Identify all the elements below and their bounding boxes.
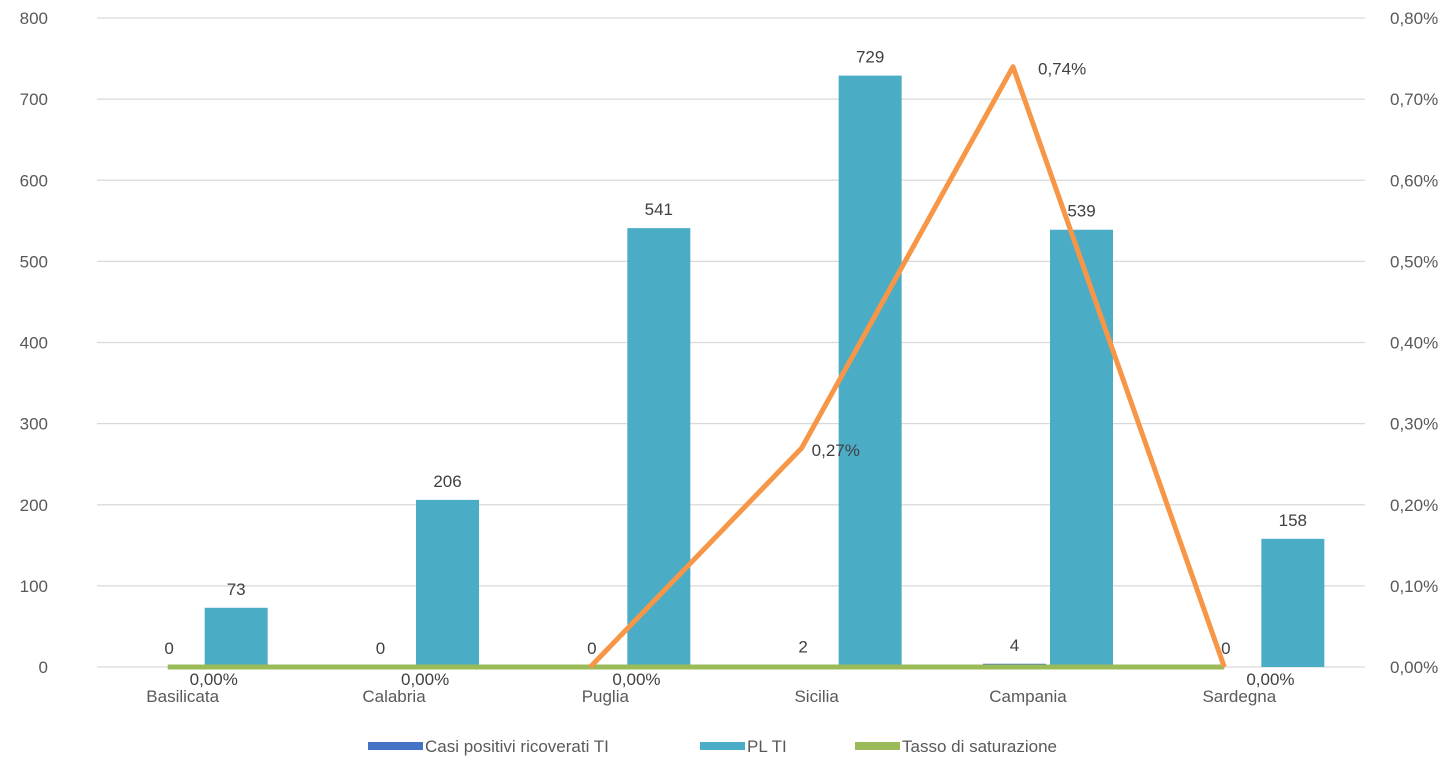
y-right-tick-label: 0,60% [1390, 171, 1438, 190]
y-left-tick-label: 800 [20, 9, 48, 28]
category-label: Campania [989, 687, 1067, 706]
bar-puglia [627, 228, 691, 667]
legend-swatch [855, 742, 900, 750]
series-line [588, 64, 1227, 669]
bar-sardegna [1261, 538, 1325, 667]
bar-campania [1050, 229, 1113, 667]
bar-data-label: 0 [587, 639, 596, 658]
y-right-tick-label: 0,70% [1390, 90, 1438, 109]
y-right-tick-label: 0,40% [1390, 334, 1438, 353]
y-axis-left: 0 100 200 300 400 500 600 700 800 [20, 9, 48, 677]
y-right-tick-label: 0,10% [1390, 577, 1438, 596]
line-data-label: 0,27% [812, 441, 860, 460]
legend: Casi positivi ricoverati TI PL TI Tasso di… [368, 737, 1057, 756]
line-data-label: 0,00% [401, 670, 449, 689]
bar-data-label: 73 [227, 580, 246, 599]
bar-calabria [416, 499, 479, 667]
y-left-tick-label: 600 [20, 171, 48, 190]
bar-data-label: 0 [1221, 639, 1230, 658]
y-left-tick-label: 0 [39, 658, 48, 677]
y-left-tick-label: 100 [20, 577, 48, 596]
bar-data-label: 2 [798, 637, 807, 656]
bar-data-label: 541 [645, 200, 673, 219]
bar-data-label: 0 [164, 639, 173, 658]
bar-data-label: 4 [1010, 636, 1019, 655]
y-left-tick-label: 300 [20, 415, 48, 434]
bar-basilicata [204, 607, 268, 667]
category-label: Puglia [582, 687, 630, 706]
bar-data-label: 158 [1279, 511, 1307, 530]
y-right-tick-label: 0,80% [1390, 9, 1438, 28]
legend-label: Tasso di saturazione [902, 737, 1057, 756]
category-label: Sicilia [794, 687, 839, 706]
bar-data-label: 539 [1067, 202, 1095, 221]
y-axis-right: 0,00% 0,10% 0,20% 0,30% 0,40% 0,50% 0,60% 0,70%… [1390, 9, 1438, 677]
category-label: Basilicata [146, 687, 219, 706]
legend-swatch [368, 742, 423, 750]
category-label: Sardegna [1202, 687, 1276, 706]
y-right-tick-label: 0,20% [1390, 496, 1438, 515]
y-left-tick-label: 500 [20, 252, 48, 271]
legend-label: Casi positivi ricoverati TI [425, 737, 609, 756]
y-right-tick-label: 0,00% [1390, 658, 1438, 677]
bar-data-label: 0 [376, 639, 385, 658]
line-data-label: 0,74% [1038, 60, 1086, 79]
y-left-tick-label: 200 [20, 496, 48, 515]
y-left-tick-label: 400 [20, 334, 48, 353]
y-right-tick-label: 0,50% [1390, 252, 1438, 271]
data-labels: 0 0 0 2 4 0 73 206 541 729 539 158 0,00% 0,00% 0,00% 0,… [164, 48, 1307, 689]
legend-label: PL TI [747, 737, 787, 756]
line-data-label: 0,00% [1246, 670, 1294, 689]
category-label: Calabria [362, 687, 426, 706]
lines [167, 64, 1227, 670]
line-data-label: 0,00% [190, 670, 238, 689]
bars [204, 75, 1325, 667]
bar-data-label: 206 [433, 472, 461, 491]
bar-sicilia [838, 75, 902, 667]
y-right-tick-label: 0,30% [1390, 415, 1438, 434]
bar-data-label: 729 [856, 48, 884, 67]
legend-swatch [700, 742, 745, 750]
line-data-label: 0,00% [612, 670, 660, 689]
y-left-tick-label: 700 [20, 90, 48, 109]
gridlines [97, 17, 1365, 668]
category-axis: Basilicata Calabria Puglia Sicilia Campania S… [146, 687, 1276, 706]
